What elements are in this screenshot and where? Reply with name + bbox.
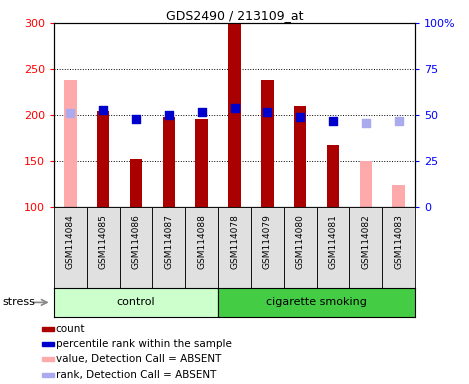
Text: percentile rank within the sample: percentile rank within the sample (56, 339, 232, 349)
Bar (261, 80, 273, 207)
FancyBboxPatch shape (120, 207, 152, 288)
Text: control: control (117, 297, 155, 308)
Point (165, 112, 173, 118)
Bar (42, 327, 53, 331)
Title: GDS2490 / 213109_at: GDS2490 / 213109_at (166, 9, 303, 22)
Bar (42, 357, 53, 361)
Text: GSM114086: GSM114086 (131, 214, 141, 269)
Point (231, 105, 238, 111)
Bar (97, 111, 109, 207)
Text: GSM114079: GSM114079 (263, 214, 272, 269)
Text: value, Detection Call = ABSENT: value, Detection Call = ABSENT (56, 354, 221, 364)
Point (198, 108, 205, 114)
Point (329, 118, 337, 124)
Point (132, 116, 140, 122)
FancyBboxPatch shape (284, 207, 317, 288)
Bar (327, 145, 339, 207)
Text: count: count (56, 324, 85, 334)
Text: GSM114078: GSM114078 (230, 214, 239, 269)
Text: stress: stress (2, 297, 35, 308)
Bar (294, 106, 306, 207)
Bar (42, 342, 53, 346)
Text: GSM114087: GSM114087 (164, 214, 174, 269)
Text: GSM114088: GSM114088 (197, 214, 206, 269)
Text: rank, Detection Call = ABSENT: rank, Detection Call = ABSENT (56, 370, 216, 380)
Bar (130, 159, 142, 207)
FancyBboxPatch shape (152, 207, 185, 288)
Bar (228, 23, 241, 207)
FancyBboxPatch shape (54, 207, 87, 288)
Bar (42, 373, 53, 377)
FancyBboxPatch shape (87, 207, 120, 288)
Text: GSM114084: GSM114084 (66, 214, 75, 268)
FancyBboxPatch shape (185, 207, 218, 288)
Text: GSM114083: GSM114083 (394, 214, 403, 269)
Point (362, 119, 370, 126)
Point (99, 107, 107, 113)
Text: GSM114080: GSM114080 (295, 214, 305, 269)
Point (67, 110, 74, 116)
Text: cigarette smoking: cigarette smoking (266, 297, 367, 308)
Bar (360, 161, 372, 207)
FancyBboxPatch shape (317, 207, 349, 288)
Point (264, 108, 271, 114)
FancyBboxPatch shape (251, 207, 284, 288)
Bar (196, 119, 208, 207)
Point (296, 114, 304, 120)
Point (395, 118, 402, 124)
Bar (393, 185, 405, 207)
Text: GSM114082: GSM114082 (361, 214, 371, 268)
FancyBboxPatch shape (349, 207, 382, 288)
Text: GSM114081: GSM114081 (328, 214, 338, 269)
Text: GSM114085: GSM114085 (98, 214, 108, 269)
Bar (64, 80, 76, 207)
FancyBboxPatch shape (218, 207, 251, 288)
Bar (163, 117, 175, 207)
FancyBboxPatch shape (382, 207, 415, 288)
